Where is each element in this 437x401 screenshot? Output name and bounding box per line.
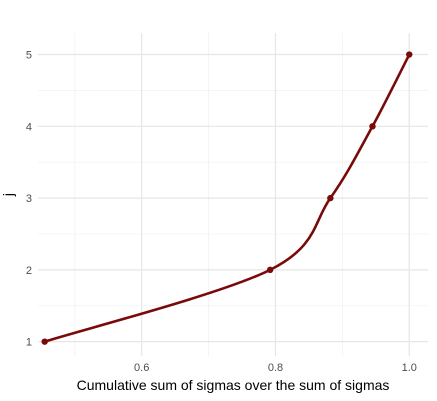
y-tick-label: 5 [26, 50, 32, 62]
y-tick-label: 1 [26, 337, 32, 349]
data-point [369, 123, 376, 130]
x-tick-label: 0.6 [134, 362, 149, 374]
x-tick-labels: 0.6 0.8 1.0 [134, 362, 417, 374]
data-point [41, 338, 48, 345]
y-tick-label: 3 [26, 193, 32, 205]
y-tick-label: 4 [26, 121, 32, 133]
series-layer [41, 51, 413, 345]
minor-gridlines [38, 33, 428, 356]
x-tick-label: 0.8 [268, 362, 283, 374]
data-point [406, 51, 413, 58]
series-line [43, 53, 411, 343]
data-point [266, 266, 274, 274]
y-tick-labels: 1 2 3 4 5 [26, 50, 32, 349]
x-axis-title: Cumulative sum of sigmas over the sum of… [77, 377, 390, 393]
y-tick-label: 2 [26, 265, 32, 277]
major-gridlines [38, 33, 428, 356]
y-axis-title: j [0, 193, 16, 197]
x-tick-label: 1.0 [402, 362, 417, 374]
data-point [327, 194, 334, 202]
